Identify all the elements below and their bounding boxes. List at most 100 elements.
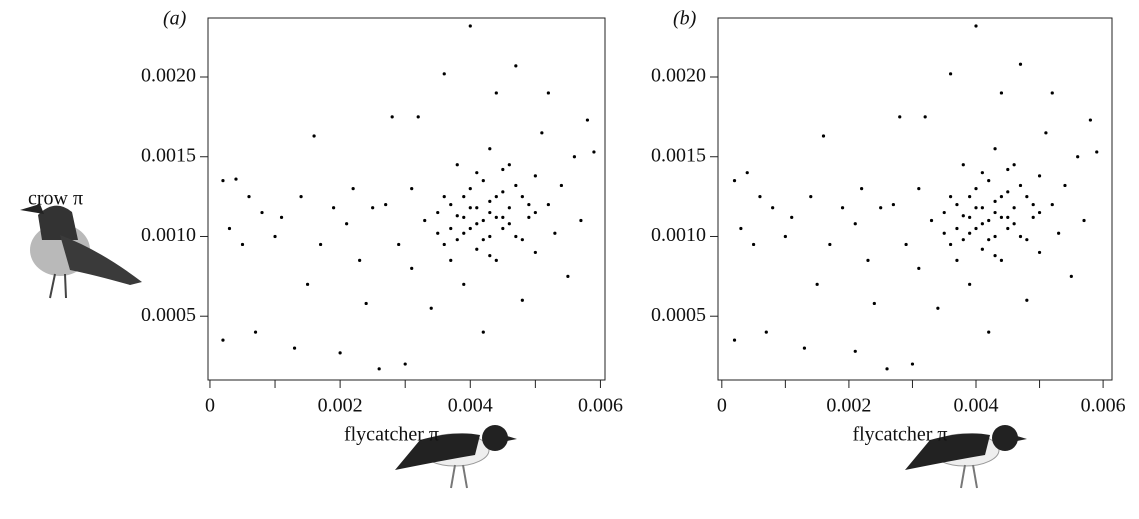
point xyxy=(993,147,997,151)
point xyxy=(481,330,485,334)
y-tick-label: 0.0005 xyxy=(141,304,196,326)
x-tick-label: 0 xyxy=(205,395,215,417)
point xyxy=(475,206,479,210)
point xyxy=(987,238,991,242)
point xyxy=(468,187,472,191)
point xyxy=(475,171,479,175)
point xyxy=(999,258,1004,262)
point xyxy=(488,210,492,215)
point xyxy=(305,282,310,286)
point xyxy=(802,346,807,350)
x-tick-label: 0.002 xyxy=(318,395,363,417)
point xyxy=(364,301,368,306)
point xyxy=(853,349,857,353)
point xyxy=(455,238,459,242)
point xyxy=(821,134,826,138)
point xyxy=(815,282,819,286)
point xyxy=(227,226,232,231)
point xyxy=(1025,238,1029,242)
point xyxy=(221,179,225,183)
point xyxy=(974,24,978,28)
point xyxy=(273,234,277,239)
point xyxy=(948,195,953,199)
panel-label: (b) xyxy=(673,8,697,30)
point xyxy=(299,195,303,199)
point xyxy=(898,115,902,119)
point xyxy=(809,195,813,199)
point xyxy=(955,258,959,262)
point xyxy=(942,210,946,215)
point xyxy=(462,215,466,219)
point xyxy=(585,118,590,122)
point xyxy=(429,306,433,310)
point xyxy=(942,231,946,235)
point xyxy=(533,174,537,178)
point xyxy=(449,202,453,207)
point xyxy=(968,231,972,235)
flycatcher-illustration xyxy=(905,425,1027,489)
point xyxy=(955,202,959,207)
point xyxy=(1088,118,1092,122)
point xyxy=(1018,183,1023,188)
point xyxy=(1006,167,1010,172)
x-tick-label: 0.004 xyxy=(448,395,493,417)
point xyxy=(955,226,959,231)
point xyxy=(1050,202,1054,207)
point xyxy=(292,346,297,350)
point xyxy=(436,210,440,215)
point xyxy=(442,195,446,199)
point xyxy=(1018,62,1023,66)
point xyxy=(436,231,440,235)
point xyxy=(514,183,518,188)
point xyxy=(764,330,768,334)
point xyxy=(546,202,550,207)
point xyxy=(1069,274,1073,278)
point xyxy=(520,298,524,302)
point xyxy=(501,226,505,231)
point xyxy=(488,147,492,151)
point xyxy=(247,195,251,199)
point xyxy=(745,171,749,175)
point xyxy=(790,215,794,219)
point xyxy=(253,330,258,334)
point xyxy=(1025,298,1029,302)
point xyxy=(527,202,531,207)
point xyxy=(974,206,978,210)
y-tick-label: 0.0015 xyxy=(651,144,706,166)
point xyxy=(533,210,537,215)
point xyxy=(546,91,550,95)
point xyxy=(961,238,965,242)
point xyxy=(993,210,997,215)
point xyxy=(332,206,336,210)
point xyxy=(501,167,505,172)
point xyxy=(494,258,498,262)
x-tick-label: 0.004 xyxy=(954,395,999,417)
point xyxy=(1025,195,1029,199)
x-tick-label: 0.002 xyxy=(826,395,871,417)
point xyxy=(751,242,756,247)
point xyxy=(948,242,953,247)
point xyxy=(468,206,472,210)
point xyxy=(442,72,446,76)
plot-frame xyxy=(717,17,1113,381)
point xyxy=(936,306,940,310)
point xyxy=(987,218,991,223)
point xyxy=(377,367,381,371)
point xyxy=(1012,222,1016,226)
point xyxy=(371,206,375,210)
point xyxy=(494,195,498,199)
point xyxy=(993,234,997,239)
point xyxy=(468,226,472,231)
point xyxy=(1037,174,1042,178)
point xyxy=(345,222,349,226)
point xyxy=(980,247,984,251)
point xyxy=(980,222,984,226)
point xyxy=(1006,226,1010,231)
point xyxy=(566,274,570,278)
point xyxy=(397,242,401,247)
point xyxy=(384,202,388,207)
point xyxy=(488,199,492,203)
y-tick-label: 0.0005 xyxy=(651,304,706,326)
point xyxy=(338,351,342,355)
